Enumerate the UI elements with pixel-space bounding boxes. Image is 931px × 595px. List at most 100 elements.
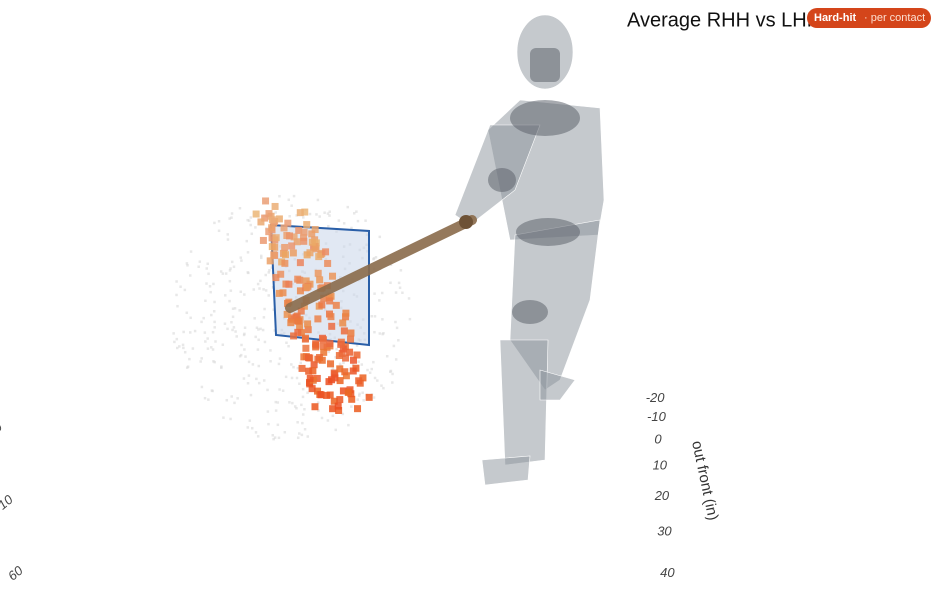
contact-point bbox=[297, 307, 305, 315]
contact-point bbox=[320, 294, 328, 302]
contact-point bbox=[271, 202, 279, 210]
background-point bbox=[226, 327, 229, 331]
z-tick-label: 20 bbox=[654, 488, 670, 503]
background-point bbox=[203, 331, 207, 334]
background-point bbox=[247, 374, 251, 377]
contact-point bbox=[266, 257, 274, 265]
background-point bbox=[239, 290, 243, 293]
contact-point bbox=[261, 214, 269, 222]
background-point bbox=[373, 315, 377, 318]
contact-point bbox=[349, 356, 357, 364]
contact-point bbox=[323, 391, 331, 399]
background-point bbox=[278, 194, 281, 198]
contact-point bbox=[346, 348, 354, 356]
contact-point bbox=[268, 216, 276, 224]
background-point bbox=[182, 330, 185, 334]
background-point bbox=[312, 382, 316, 386]
background-point bbox=[288, 401, 291, 404]
background-point bbox=[204, 299, 207, 303]
background-point bbox=[300, 403, 303, 407]
contact-point bbox=[311, 243, 319, 251]
contact-point bbox=[314, 315, 322, 323]
contact-point bbox=[287, 319, 295, 327]
contact-point bbox=[304, 320, 312, 328]
background-point bbox=[243, 293, 246, 296]
background-point bbox=[240, 343, 243, 347]
contact-point bbox=[328, 322, 336, 330]
background-point bbox=[401, 291, 404, 295]
background-point bbox=[350, 405, 353, 408]
contact-point bbox=[296, 323, 304, 331]
background-point bbox=[244, 355, 247, 358]
background-point bbox=[395, 326, 399, 330]
background-point bbox=[257, 338, 260, 342]
contact-point bbox=[298, 364, 306, 372]
background-point bbox=[298, 432, 301, 435]
contact-point bbox=[306, 374, 314, 382]
background-point bbox=[231, 307, 235, 310]
background-point bbox=[269, 360, 272, 363]
background-point bbox=[382, 386, 385, 390]
contact-point bbox=[335, 406, 343, 414]
background-point bbox=[249, 223, 252, 227]
background-point bbox=[262, 288, 265, 291]
contact-point bbox=[347, 335, 355, 343]
background-point bbox=[258, 287, 261, 290]
background-point bbox=[285, 341, 288, 344]
background-point bbox=[357, 360, 360, 363]
background-point bbox=[250, 426, 254, 430]
background-point bbox=[380, 384, 383, 387]
contact-point bbox=[318, 356, 326, 364]
contact-point bbox=[268, 224, 276, 232]
background-point bbox=[278, 357, 282, 360]
background-point bbox=[269, 349, 272, 352]
contact-point bbox=[288, 242, 296, 250]
background-point bbox=[254, 226, 257, 229]
contact-point bbox=[265, 210, 273, 218]
background-point bbox=[271, 434, 275, 437]
contact-point bbox=[294, 328, 302, 336]
background-point bbox=[206, 262, 209, 265]
background-point bbox=[252, 288, 256, 291]
background-point bbox=[242, 333, 246, 337]
background-point bbox=[191, 347, 195, 350]
background-point bbox=[274, 211, 277, 214]
background-point bbox=[266, 388, 269, 392]
background-point bbox=[219, 270, 223, 273]
background-point bbox=[292, 365, 295, 369]
foot bbox=[481, 455, 531, 486]
background-point bbox=[263, 340, 267, 344]
background-point bbox=[378, 299, 381, 302]
background-point bbox=[287, 198, 290, 202]
back-knee bbox=[539, 369, 576, 401]
background-point bbox=[270, 266, 274, 269]
background-point bbox=[281, 389, 285, 392]
background-point bbox=[213, 221, 216, 225]
background-point bbox=[355, 344, 359, 347]
background-point bbox=[259, 327, 262, 331]
background-point bbox=[267, 271, 271, 274]
background-point bbox=[306, 435, 310, 438]
contact-point bbox=[329, 405, 337, 413]
contact-point bbox=[304, 326, 312, 334]
background-point bbox=[230, 395, 233, 398]
contact-point bbox=[311, 403, 319, 411]
contact-point bbox=[329, 272, 337, 280]
background-point bbox=[293, 405, 297, 408]
background-point bbox=[211, 330, 215, 334]
background-point bbox=[274, 409, 278, 412]
contact-point bbox=[303, 283, 311, 291]
background-point bbox=[203, 396, 207, 400]
background-point bbox=[248, 419, 252, 422]
background-point bbox=[230, 216, 233, 219]
background-point bbox=[296, 366, 300, 370]
background-point bbox=[197, 265, 200, 269]
background-point bbox=[295, 376, 299, 380]
hands bbox=[459, 215, 473, 229]
background-point bbox=[356, 398, 359, 401]
contact-point bbox=[349, 367, 357, 375]
background-point bbox=[200, 357, 203, 360]
background-point bbox=[254, 431, 258, 434]
background-point bbox=[225, 398, 229, 402]
contact-point bbox=[303, 221, 311, 229]
